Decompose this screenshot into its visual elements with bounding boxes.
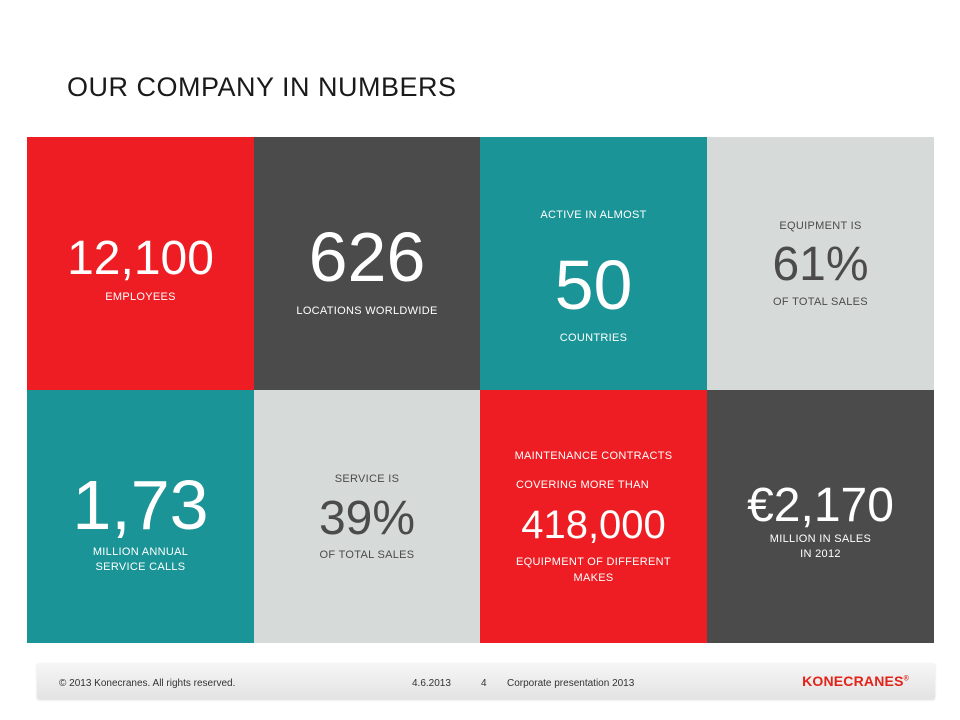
tile-countries: ACTIVE IN ALMOST 50 COUNTRIES — [480, 137, 707, 390]
equipment-label: OF TOTAL SALES — [773, 296, 868, 308]
maintenance-pre-1: MAINTENANCE CONTRACTS — [514, 450, 673, 462]
footer-date: 4.6.2013 — [412, 678, 451, 689]
maintenance-value: 418,000 — [521, 503, 666, 547]
tile-service-calls: 1,73 MILLION ANNUAL SERVICE CALLS — [27, 390, 254, 643]
footer-bar: © 2013 Konecranes. All rights reserved. … — [37, 663, 935, 699]
sales-label-2: IN 2012 — [800, 548, 841, 560]
service-calls-label-1: MILLION ANNUAL — [92, 546, 189, 558]
equipment-pre: EQUIPMENT IS — [779, 220, 862, 232]
countries-pre: ACTIVE IN ALMOST — [540, 209, 647, 221]
page-title: OUR COMPANY IN NUMBERS — [67, 72, 457, 102]
numbers-grid: 12,100 EMPLOYEES 626 LOCATIONS WORLDWIDE… — [27, 137, 934, 643]
logo-text: KONECRANES — [802, 673, 904, 689]
service-calls-value: 1,73 — [72, 466, 209, 544]
service-label: OF TOTAL SALES — [319, 549, 415, 561]
locations-value: 626 — [308, 218, 426, 296]
sales-label-1: MILLION IN SALES — [769, 533, 872, 545]
footer-page-number: 4 — [481, 678, 487, 689]
service-pre: SERVICE IS — [334, 473, 400, 485]
maintenance-label-2: MAKES — [573, 572, 614, 584]
tile-maintenance: MAINTENANCE CONTRACTS COVERING MORE THAN… — [480, 390, 707, 643]
footer-copyright: © 2013 Konecranes. All rights reserved. — [59, 678, 236, 689]
equipment-value: 61% — [772, 238, 869, 291]
tile-sales: €2,170 MILLION IN SALES IN 2012 — [707, 390, 934, 643]
tile-locations: 626 LOCATIONS WORLDWIDE — [254, 137, 480, 390]
service-value: 39% — [318, 492, 416, 545]
countries-label: COUNTRIES — [559, 332, 628, 344]
locations-label: LOCATIONS WORLDWIDE — [296, 305, 438, 317]
employees-value: 12,100 — [67, 232, 214, 285]
tile-service: SERVICE IS 39% OF TOTAL SALES — [254, 390, 480, 643]
konecranes-logo: KONECRANES® — [802, 673, 909, 689]
service-calls-label-2: SERVICE CALLS — [95, 561, 186, 573]
maintenance-label-1: EQUIPMENT OF DIFFERENT — [516, 556, 671, 568]
maintenance-pre-2: COVERING MORE THAN — [516, 479, 649, 491]
tile-equipment: EQUIPMENT IS 61% OF TOTAL SALES — [707, 137, 934, 390]
sales-value: €2,170 — [747, 479, 894, 532]
footer-presentation: Corporate presentation 2013 — [507, 678, 635, 689]
employees-label: EMPLOYEES — [105, 291, 176, 303]
tile-employees: 12,100 EMPLOYEES — [27, 137, 254, 390]
logo-registered-mark: ® — [903, 675, 909, 683]
countries-value: 50 — [554, 246, 633, 324]
